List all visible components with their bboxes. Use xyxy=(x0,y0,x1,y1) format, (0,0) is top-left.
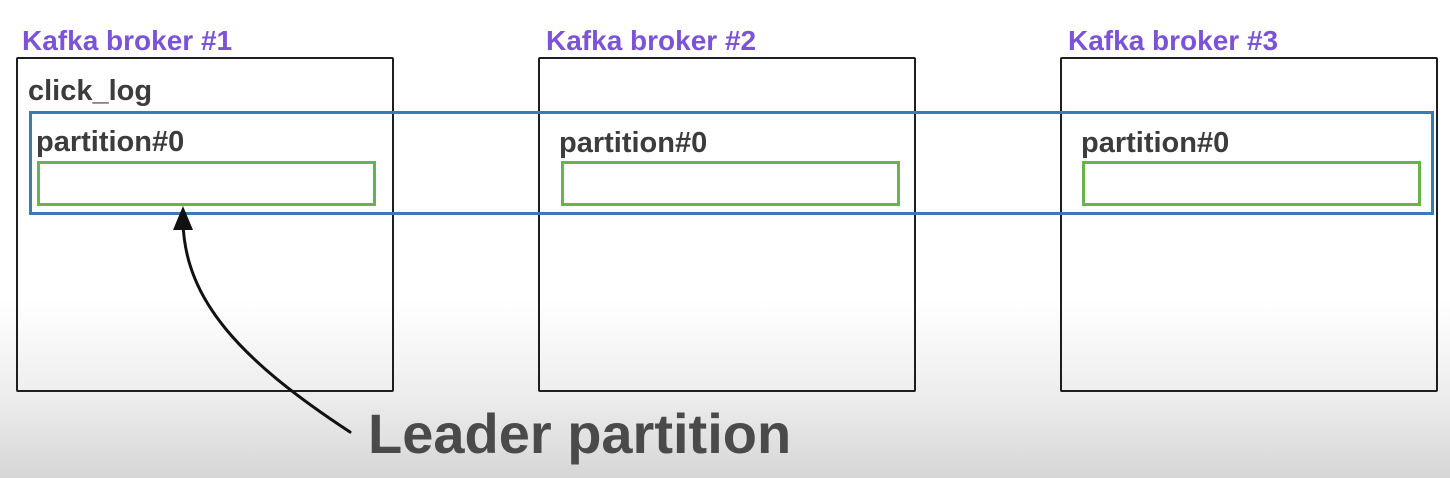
broker-2-box xyxy=(538,57,916,392)
topic-label: click_log xyxy=(28,75,153,107)
broker-1-partition-box xyxy=(37,161,376,206)
broker-3-partition-box xyxy=(1082,161,1421,206)
broker-1-partition-label: partition#0 xyxy=(36,126,185,158)
broker-3-box xyxy=(1060,57,1438,392)
broker-2-title: Kafka broker #2 xyxy=(546,25,757,56)
broker-2-partition-label: partition#0 xyxy=(559,127,708,159)
broker-3-partition-label: partition#0 xyxy=(1081,127,1230,159)
broker-2-partition-box xyxy=(561,161,900,206)
leader-partition-caption: Leader partition xyxy=(368,402,792,465)
topic-band xyxy=(29,111,1434,215)
broker-3-title: Kafka broker #3 xyxy=(1068,25,1279,56)
broker-1-title: Kafka broker #1 xyxy=(22,25,233,56)
